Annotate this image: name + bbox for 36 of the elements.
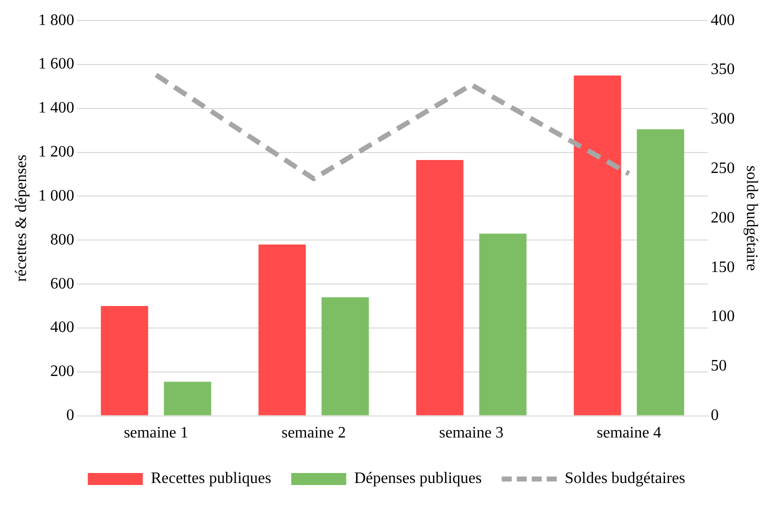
y2-tick-label: 50 (710, 358, 727, 375)
bar (416, 160, 464, 416)
y2-tick-label: 200 (710, 209, 735, 226)
y-tick-label: 1 800 (38, 12, 74, 29)
y-axis-title: récettes & dépenses (12, 154, 30, 282)
y2-axis-title: solde budgétaire (743, 166, 760, 271)
x-tick-label: semaine 2 (281, 424, 346, 442)
y-tick-label: 1 000 (38, 187, 74, 204)
bar (574, 75, 622, 416)
y-tick-label: 800 (50, 231, 74, 248)
y2-tick-label: 350 (710, 61, 735, 78)
y2-tick-label: 250 (710, 160, 735, 178)
legend-label: Soldes budgétaires (564, 470, 686, 488)
bar (479, 234, 527, 416)
y2-tick-label: 400 (710, 12, 735, 29)
y2-tick-label: 300 (710, 110, 735, 128)
y-tick-label: 0 (66, 407, 74, 424)
y2-tick-label: 150 (710, 258, 735, 276)
y2-tick-label: 0 (710, 407, 719, 424)
legend-label: Dépenses publiques (354, 470, 482, 488)
y-tick-label: 1 400 (38, 100, 74, 117)
y-tick-label: 600 (50, 275, 74, 292)
legend-label: Recettes publiques (150, 470, 272, 488)
bar (322, 297, 369, 416)
y-tick-label: 1 200 (38, 144, 74, 161)
bar (258, 244, 306, 416)
x-tick-label: semaine 3 (439, 424, 504, 442)
y-tick-label: 200 (50, 363, 74, 380)
bar (636, 129, 684, 416)
bar (164, 382, 212, 416)
x-tick-label: semaine 1 (124, 424, 188, 442)
x-tick-label: semaine 4 (596, 424, 662, 442)
y-tick-label: 1 600 (38, 56, 74, 73)
y-tick-label: 400 (50, 319, 74, 336)
bar (100, 306, 148, 416)
y2-tick-label: 100 (710, 308, 735, 326)
